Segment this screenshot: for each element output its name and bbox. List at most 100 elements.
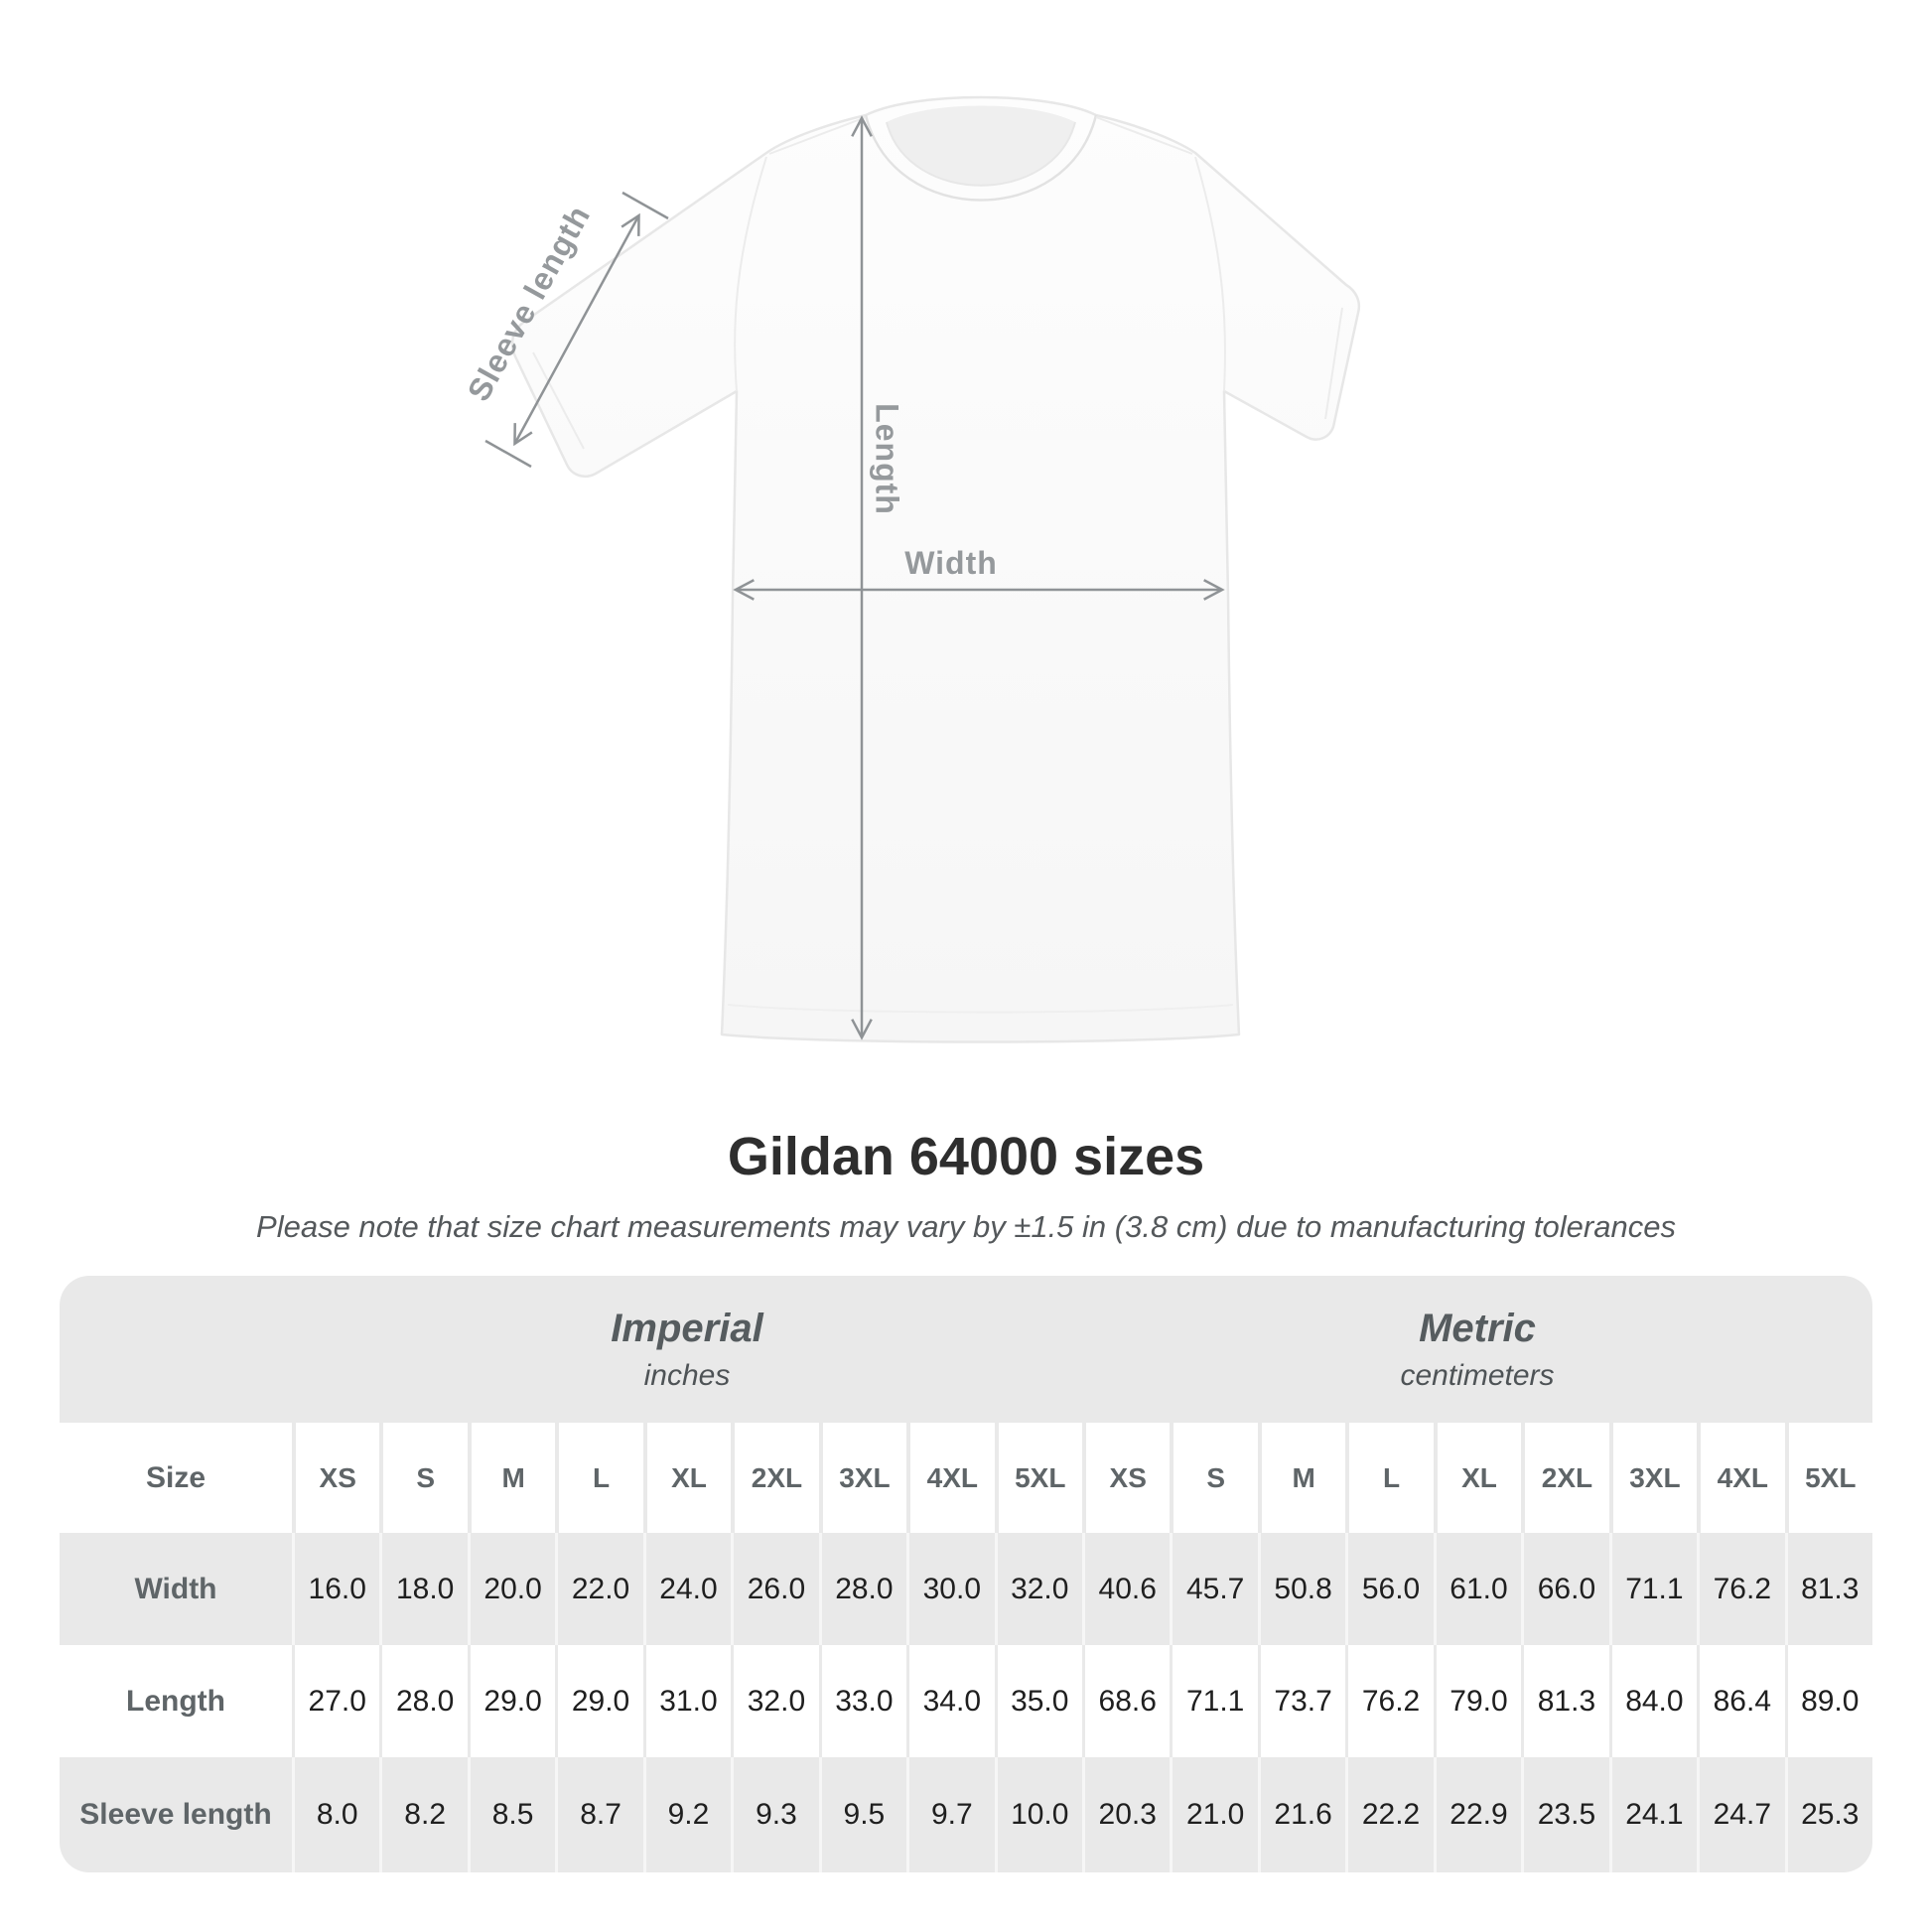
table-cell: 73.7	[1257, 1645, 1346, 1757]
size-col-header: M	[467, 1423, 556, 1533]
table-cell: 8.5	[467, 1757, 555, 1872]
table-cell: 71.1	[1608, 1533, 1697, 1645]
sleeve-arrow-cap-top	[621, 191, 669, 220]
size-col-header: XS	[292, 1423, 380, 1533]
page-title: Gildan 64000 sizes	[727, 1127, 1205, 1186]
table-cell: 10.0	[994, 1757, 1082, 1872]
table-cell: 16.0	[292, 1533, 379, 1645]
table-cell: 22.9	[1433, 1757, 1521, 1872]
table-cell: 22.2	[1345, 1757, 1433, 1872]
imperial-unit: inches	[643, 1358, 731, 1392]
unit-header-metric: Metric centimeters	[1082, 1276, 1872, 1423]
table-cell: 20.3	[1081, 1757, 1170, 1872]
table-cell: 8.2	[379, 1757, 467, 1872]
cuff-seam-right	[1324, 307, 1343, 420]
unit-header-imperial: Imperial inches	[292, 1276, 1082, 1423]
table-cell: 9.2	[642, 1757, 731, 1872]
size-col-header: XS	[1081, 1423, 1171, 1533]
table-cell: 25.3	[1784, 1757, 1872, 1872]
collar-opening	[887, 105, 1075, 186]
table-cell: 18.0	[379, 1533, 467, 1645]
table-cell: 84.0	[1608, 1645, 1698, 1757]
shoulder-seam-right	[1095, 116, 1193, 155]
table-cell: 89.0	[1784, 1645, 1872, 1757]
size-col-header: 3XL	[1608, 1423, 1698, 1533]
size-column-label: Size	[60, 1423, 292, 1533]
table-cell: 9.3	[731, 1757, 818, 1872]
size-col-header: XL	[642, 1423, 732, 1533]
size-col-header: M	[1257, 1423, 1346, 1533]
row-label-width: Width	[134, 1572, 217, 1605]
size-col-header: S	[379, 1423, 468, 1533]
table-cell: 24.0	[642, 1533, 731, 1645]
hem-seam	[727, 1004, 1234, 1014]
tshirt-silhouette	[510, 95, 1361, 1043]
size-col-header: 4XL	[906, 1423, 995, 1533]
table-cell: 20.0	[467, 1533, 555, 1645]
table-cell: 27.0	[292, 1645, 380, 1757]
row-label-sleeve-length: Sleeve length	[79, 1798, 272, 1831]
table-cell: 26.0	[731, 1533, 818, 1645]
tolerance-note: Please note that size chart measurements…	[256, 1209, 1676, 1244]
size-col-header: 2XL	[1521, 1423, 1609, 1533]
table-cell: 50.8	[1257, 1533, 1345, 1645]
table-cell: 24.7	[1697, 1757, 1784, 1872]
table-cell: 86.4	[1697, 1645, 1785, 1757]
table-cell: 81.3	[1521, 1645, 1609, 1757]
table-cell: 76.2	[1697, 1533, 1784, 1645]
table-cell: 71.1	[1170, 1645, 1258, 1757]
table-cell: 9.5	[818, 1757, 906, 1872]
shoulder-seam-left	[768, 116, 867, 155]
table-cell: 23.5	[1521, 1757, 1608, 1872]
table-cell: 56.0	[1345, 1533, 1433, 1645]
table-cell: 34.0	[906, 1645, 995, 1757]
size-col-header: 5XL	[994, 1423, 1082, 1533]
table-cell: 30.0	[906, 1533, 994, 1645]
table-cell: 32.0	[731, 1645, 819, 1757]
table-cell: 8.0	[292, 1757, 379, 1872]
sleeve-arrow-cap-bottom	[484, 439, 532, 469]
armhole-seam-right	[1194, 156, 1227, 392]
table-cell: 21.6	[1257, 1757, 1345, 1872]
table-cell: 21.0	[1170, 1757, 1257, 1872]
table-cell: 40.6	[1081, 1533, 1170, 1645]
table-cell: 79.0	[1433, 1645, 1522, 1757]
size-col-header: 4XL	[1697, 1423, 1785, 1533]
table-cell: 22.0	[555, 1533, 642, 1645]
size-col-header: 5XL	[1784, 1423, 1872, 1533]
length-label: Length	[869, 403, 905, 515]
metric-title: Metric	[1419, 1306, 1536, 1350]
collar-inner-seam	[886, 121, 1076, 187]
table-cell: 68.6	[1081, 1645, 1171, 1757]
imperial-title: Imperial	[611, 1306, 763, 1350]
size-col-header: S	[1170, 1423, 1258, 1533]
tshirt-graphic	[484, 95, 1361, 1043]
table-cell: 8.7	[555, 1757, 642, 1872]
table-cell: 28.0	[818, 1533, 906, 1645]
table-cell: 31.0	[642, 1645, 732, 1757]
width-label: Width	[904, 545, 998, 581]
collar-outer-seam	[864, 114, 1098, 202]
table-cell: 45.7	[1170, 1533, 1257, 1645]
table-cell: 24.1	[1608, 1757, 1697, 1872]
size-table: Imperial inches Metric centimeters Size …	[60, 1276, 1872, 1872]
table-cell: 61.0	[1433, 1533, 1521, 1645]
table-cell: 81.3	[1784, 1533, 1872, 1645]
size-col-header: L	[1345, 1423, 1434, 1533]
table-cell: 66.0	[1521, 1533, 1608, 1645]
unit-header-spacer	[60, 1276, 292, 1423]
table-cell: 76.2	[1345, 1645, 1434, 1757]
sleeve-length-arrow	[513, 212, 640, 447]
size-col-header: L	[555, 1423, 643, 1533]
size-col-header: 2XL	[731, 1423, 819, 1533]
table-cell: 9.7	[906, 1757, 994, 1872]
armhole-seam-left	[734, 156, 767, 392]
table-cell: 28.0	[379, 1645, 468, 1757]
table-cell: 29.0	[555, 1645, 643, 1757]
metric-unit: centimeters	[1400, 1358, 1555, 1392]
row-label-length: Length	[60, 1645, 292, 1757]
table-cell: 29.0	[467, 1645, 556, 1757]
table-cell: 33.0	[818, 1645, 907, 1757]
size-col-header: XL	[1433, 1423, 1522, 1533]
